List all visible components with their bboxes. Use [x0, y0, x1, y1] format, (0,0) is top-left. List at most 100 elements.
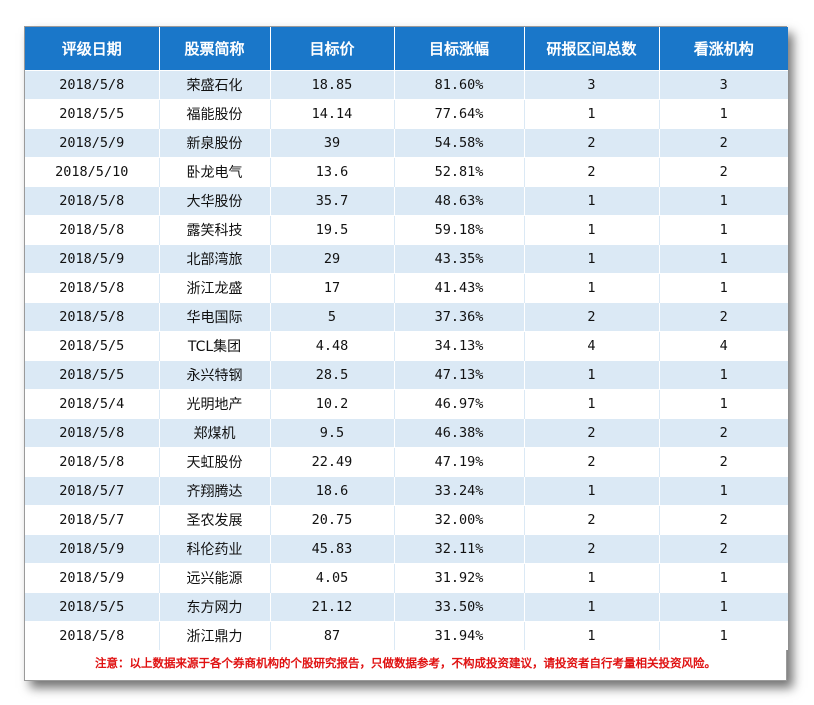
table-row: 2018/5/8 郑煤机 9.5 46.38% 2 2: [25, 418, 788, 448]
cell-target-price: 14.14: [270, 99, 395, 129]
cell-report-count: 1: [524, 215, 660, 245]
cell-target-upside: 32.11%: [394, 534, 525, 564]
cell-bullish-institutions: 2: [659, 505, 788, 535]
cell-rating-date: 2018/5/5: [25, 592, 160, 622]
target-price-table: 评级日期 股票简称 目标价 目标涨幅 研报区间总数 看涨机构 2018/5/8 荣…: [25, 27, 788, 650]
cell-bullish-institutions: 1: [659, 621, 788, 650]
table-row: 2018/5/10 卧龙电气 13.6 52.81% 2 2: [25, 157, 788, 187]
cell-bullish-institutions: 2: [659, 418, 788, 448]
cell-target-price: 19.5: [270, 215, 395, 245]
table-row: 2018/5/8 荣盛石化 18.85 81.60% 3 3: [25, 70, 788, 100]
cell-target-upside: 46.38%: [394, 418, 525, 448]
table-row: 2018/5/8 浙江鼎力 87 31.94% 1 1: [25, 621, 788, 650]
table-row: 2018/5/4 光明地产 10.2 46.97% 1 1: [25, 389, 788, 419]
table-row: 2018/5/8 露笑科技 19.5 59.18% 1 1: [25, 215, 788, 245]
table-row: 2018/5/8 大华股份 35.7 48.63% 1 1: [25, 186, 788, 216]
cell-bullish-institutions: 2: [659, 447, 788, 477]
cell-stock-name: 北部湾旅: [159, 244, 271, 274]
cell-report-count: 2: [524, 157, 660, 187]
cell-report-count: 1: [524, 273, 660, 303]
table-header-row: 评级日期 股票简称 目标价 目标涨幅 研报区间总数 看涨机构: [25, 27, 788, 71]
cell-rating-date: 2018/5/7: [25, 476, 160, 506]
cell-report-count: 2: [524, 128, 660, 158]
cell-report-count: 2: [524, 418, 660, 448]
cell-report-count: 1: [524, 621, 660, 650]
cell-stock-name: 浙江龙盛: [159, 273, 271, 303]
table-body: 2018/5/8 荣盛石化 18.85 81.60% 3 3 2018/5/5 福能股份 14.…: [25, 70, 788, 650]
cell-stock-name: 新泉股份: [159, 128, 271, 158]
cell-target-upside: 43.35%: [394, 244, 525, 274]
cell-stock-name: 卧龙电气: [159, 157, 271, 187]
cell-target-upside: 48.63%: [394, 186, 525, 216]
cell-target-price: 10.2: [270, 389, 395, 419]
cell-target-upside: 33.24%: [394, 476, 525, 506]
cell-stock-name: 郑煤机: [159, 418, 271, 448]
cell-rating-date: 2018/5/9: [25, 244, 160, 274]
table-row: 2018/5/9 北部湾旅 29 43.35% 1 1: [25, 244, 788, 274]
table-row: 2018/5/8 浙江龙盛 17 41.43% 1 1: [25, 273, 788, 303]
cell-target-upside: 59.18%: [394, 215, 525, 245]
cell-target-price: 17: [270, 273, 395, 303]
cell-target-upside: 41.43%: [394, 273, 525, 303]
cell-target-price: 20.75: [270, 505, 395, 535]
cell-bullish-institutions: 1: [659, 215, 788, 245]
cell-rating-date: 2018/5/8: [25, 186, 160, 216]
cell-target-price: 4.48: [270, 331, 395, 361]
cell-target-upside: 77.64%: [394, 99, 525, 129]
cell-target-price: 29: [270, 244, 395, 274]
header-bullish-institutions: 看涨机构: [659, 27, 788, 71]
cell-report-count: 4: [524, 331, 660, 361]
cell-bullish-institutions: 1: [659, 563, 788, 593]
cell-bullish-institutions: 2: [659, 157, 788, 187]
cell-target-upside: 52.81%: [394, 157, 525, 187]
cell-bullish-institutions: 2: [659, 534, 788, 564]
header-rating-date: 评级日期: [25, 27, 160, 71]
cell-report-count: 1: [524, 244, 660, 274]
cell-target-upside: 31.94%: [394, 621, 525, 650]
cell-report-count: 2: [524, 534, 660, 564]
cell-rating-date: 2018/5/8: [25, 302, 160, 332]
cell-rating-date: 2018/5/8: [25, 70, 160, 100]
cell-target-upside: 47.13%: [394, 360, 525, 390]
table-row: 2018/5/9 远兴能源 4.05 31.92% 1 1: [25, 563, 788, 593]
cell-report-count: 1: [524, 592, 660, 622]
table-row: 2018/5/8 华电国际 5 37.36% 2 2: [25, 302, 788, 332]
cell-target-upside: 54.58%: [394, 128, 525, 158]
cell-rating-date: 2018/5/8: [25, 447, 160, 477]
cell-target-upside: 47.19%: [394, 447, 525, 477]
cell-stock-name: 光明地产: [159, 389, 271, 419]
cell-report-count: 2: [524, 447, 660, 477]
cell-bullish-institutions: 1: [659, 186, 788, 216]
cell-stock-name: 齐翔腾达: [159, 476, 271, 506]
cell-target-price: 13.6: [270, 157, 395, 187]
cell-bullish-institutions: 1: [659, 476, 788, 506]
cell-bullish-institutions: 1: [659, 360, 788, 390]
cell-bullish-institutions: 1: [659, 99, 788, 129]
cell-target-price: 35.7: [270, 186, 395, 216]
cell-rating-date: 2018/5/9: [25, 534, 160, 564]
cell-target-upside: 33.50%: [394, 592, 525, 622]
cell-target-price: 21.12: [270, 592, 395, 622]
report-card: 评级日期 股票简称 目标价 目标涨幅 研报区间总数 看涨机构 2018/5/8 荣…: [24, 26, 788, 681]
cell-stock-name: 永兴特钢: [159, 360, 271, 390]
cell-bullish-institutions: 1: [659, 273, 788, 303]
cell-rating-date: 2018/5/8: [25, 621, 160, 650]
cell-report-count: 3: [524, 70, 660, 100]
cell-stock-name: 圣农发展: [159, 505, 271, 535]
cell-report-count: 1: [524, 389, 660, 419]
cell-target-price: 5: [270, 302, 395, 332]
cell-stock-name: 大华股份: [159, 186, 271, 216]
cell-target-upside: 31.92%: [394, 563, 525, 593]
cell-rating-date: 2018/5/7: [25, 505, 160, 535]
cell-target-price: 9.5: [270, 418, 395, 448]
cell-target-price: 18.6: [270, 476, 395, 506]
cell-rating-date: 2018/5/5: [25, 99, 160, 129]
cell-target-price: 87: [270, 621, 395, 650]
cell-target-price: 39: [270, 128, 395, 158]
cell-rating-date: 2018/5/10: [25, 157, 160, 187]
cell-target-upside: 32.00%: [394, 505, 525, 535]
cell-rating-date: 2018/5/5: [25, 331, 160, 361]
table-row: 2018/5/5 TCL集团 4.48 34.13% 4 4: [25, 331, 788, 361]
cell-stock-name: 荣盛石化: [159, 70, 271, 100]
cell-target-price: 18.85: [270, 70, 395, 100]
